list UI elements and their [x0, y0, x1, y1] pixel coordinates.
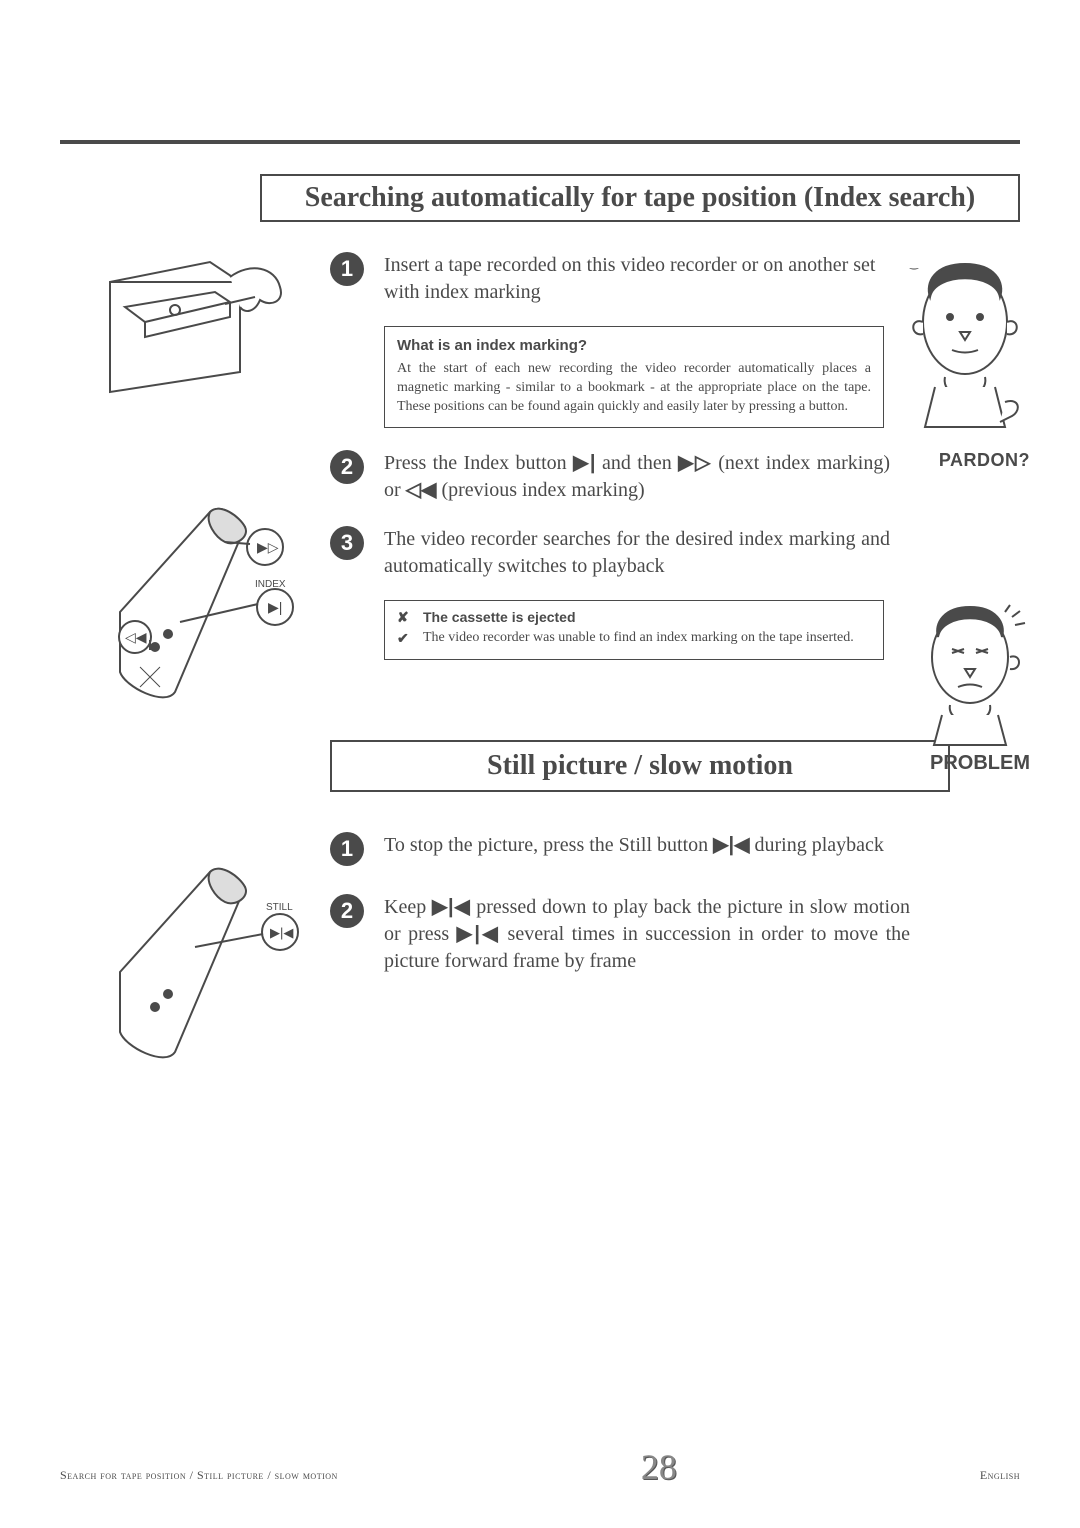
still-icon: ▶|◀	[713, 834, 749, 856]
step3-text: The video recorder searches for the desi…	[384, 528, 890, 577]
section2-title: Still picture / slow motion	[344, 750, 936, 782]
still-label: STILL	[266, 902, 293, 913]
step-text: Press the Index button ▶| and then ▶▷ (n…	[384, 450, 890, 504]
t: Press the Index button	[384, 452, 573, 474]
manual-page: Searching automatically for tape positio…	[0, 0, 1080, 1528]
step-row: 3 The video recorder searches for the de…	[330, 526, 890, 580]
section1-content: ‿ PARDON? PROBLEM	[60, 252, 1020, 660]
problem-v-line: ✔ The video recorder was unable to find …	[397, 630, 871, 647]
problem-face-illustration	[910, 597, 1030, 747]
x-mark-icon: ✘	[397, 609, 413, 626]
step-text: Keep ▶|◀ pressed down to play back the p…	[384, 894, 910, 975]
info-box: What is an index marking? At the start o…	[384, 326, 884, 428]
section1-title-box: Searching automatically for tape positio…	[260, 174, 1020, 222]
ffwd-icon: ▶▷	[678, 452, 712, 474]
step-row: 1 To stop the picture, press the Still b…	[330, 832, 910, 866]
remote-index-illustration: ▶▷ ▶| ◁◀ INDEX	[100, 492, 310, 712]
step-row: 2 Keep ▶|◀ pressed down to play back the…	[330, 894, 910, 975]
step1-text: Insert a tape recorded on this video rec…	[384, 254, 875, 303]
t: during playback	[749, 834, 883, 856]
vcr-insert-illustration	[100, 252, 300, 402]
problem-v-text: The video recorder was unable to find an…	[423, 630, 854, 646]
problem-x-text: The cassette is ejected	[423, 609, 576, 625]
t: (previous index marking)	[436, 479, 644, 501]
info-box-title: What is an index marking?	[397, 337, 871, 354]
t: and then	[596, 452, 679, 474]
section2-title-box: Still picture / slow motion	[330, 740, 950, 792]
pardon-label: PARDON?	[939, 450, 1030, 471]
still-icon: ▶|◀	[457, 923, 501, 945]
still-icon: ▶|◀	[432, 896, 471, 918]
pardon-face-illustration: ‿	[900, 252, 1030, 432]
rew-icon: ◁◀	[406, 479, 437, 501]
section2-content: ▶|◀ STILL 1 To stop the picture, press t…	[60, 832, 1020, 975]
step-badge: 1	[330, 252, 364, 286]
t: Keep	[384, 896, 432, 918]
step-badge: 1	[330, 832, 364, 866]
footer-left: Search for tape position / Still picture…	[60, 1468, 338, 1483]
svg-text:▶▷: ▶▷	[257, 539, 279, 555]
next-index-icon: ▶|	[573, 452, 595, 474]
problem-label: PROBLEM	[930, 752, 1030, 775]
step-row: 2 Press the Index button ▶| and then ▶▷ …	[330, 450, 890, 504]
footer-right: English	[980, 1468, 1020, 1483]
section1-title: Searching automatically for tape positio…	[274, 182, 1006, 214]
step-badge: 3	[330, 526, 364, 560]
page-number: 28	[641, 1446, 677, 1488]
svg-text:▶|◀: ▶|◀	[270, 925, 293, 940]
top-rule	[60, 140, 1020, 144]
t: To stop the picture, press the Still but…	[384, 834, 713, 856]
step-badge: 2	[330, 450, 364, 484]
info-box-body: At the start of each new recording the v…	[397, 360, 871, 417]
step-text: The video recorder searches for the desi…	[384, 526, 890, 580]
index-label: INDEX	[255, 579, 286, 590]
step-text: To stop the picture, press the Still but…	[384, 832, 910, 859]
svg-text:‿: ‿	[909, 259, 919, 270]
page-footer: Search for tape position / Still picture…	[60, 1446, 1020, 1488]
problem-box: ✘ The cassette is ejected ✔ The video re…	[384, 600, 884, 660]
step-badge: 2	[330, 894, 364, 928]
check-mark-icon: ✔	[397, 630, 413, 647]
problem-x-line: ✘ The cassette is ejected	[397, 609, 871, 626]
remote-still-illustration: ▶|◀ STILL	[100, 852, 310, 1072]
step-text: Insert a tape recorded on this video rec…	[384, 252, 890, 306]
svg-text:◁◀: ◁◀	[125, 629, 147, 645]
svg-text:▶|: ▶|	[268, 599, 282, 615]
step-row: 1 Insert a tape recorded on this video r…	[330, 252, 890, 306]
